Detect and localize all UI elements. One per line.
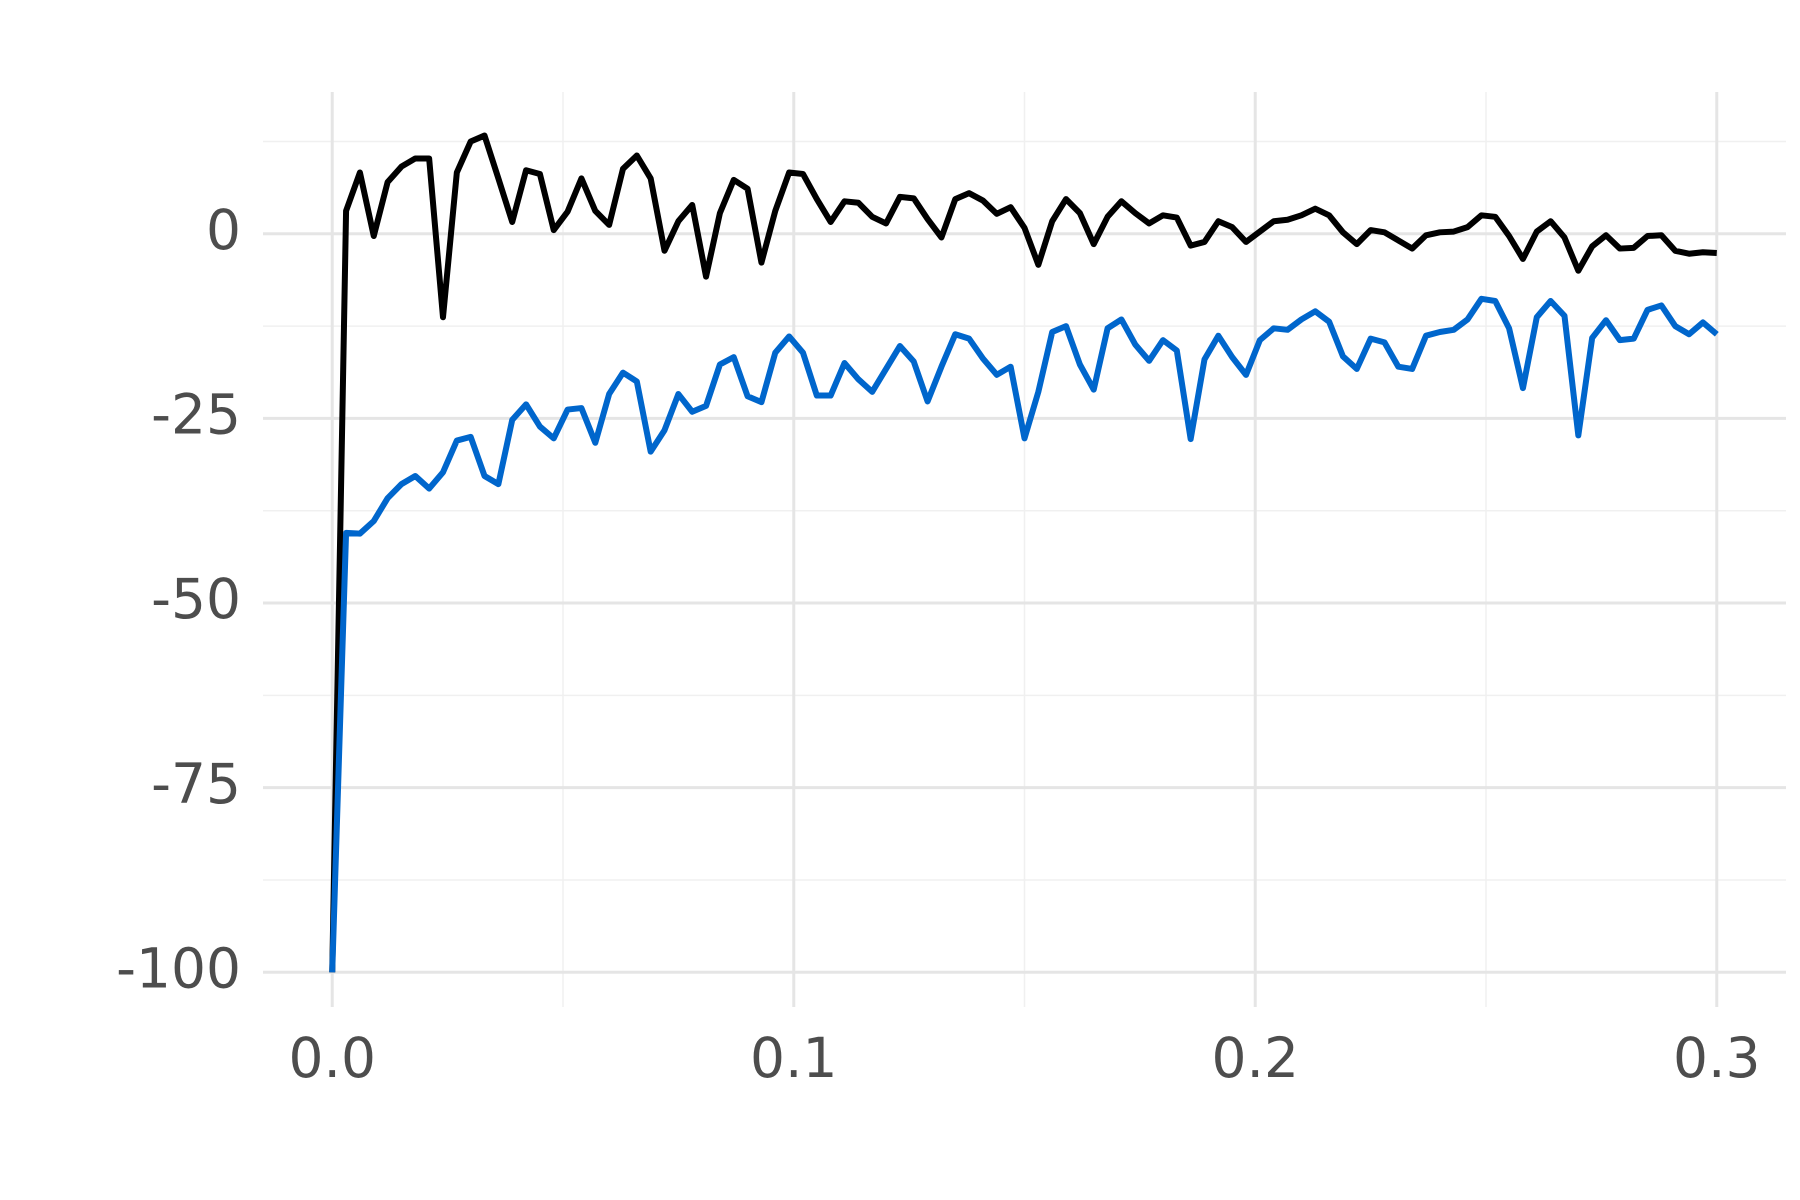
y-tick-label: 0 (206, 198, 241, 262)
x-tick-label: 0.0 (288, 1026, 375, 1090)
x-tick-label: 0.3 (1673, 1026, 1760, 1090)
x-tick-label: 0.1 (750, 1026, 837, 1090)
y-tick-label: -75 (151, 752, 241, 816)
line-series (329, 132, 1717, 973)
y-tick-label: -25 (151, 383, 241, 447)
y-tick-label: -50 (151, 567, 241, 631)
y-tick-label: -100 (116, 936, 241, 1000)
line-series (329, 295, 1719, 973)
x-tick-label: 0.2 (1212, 1026, 1299, 1090)
